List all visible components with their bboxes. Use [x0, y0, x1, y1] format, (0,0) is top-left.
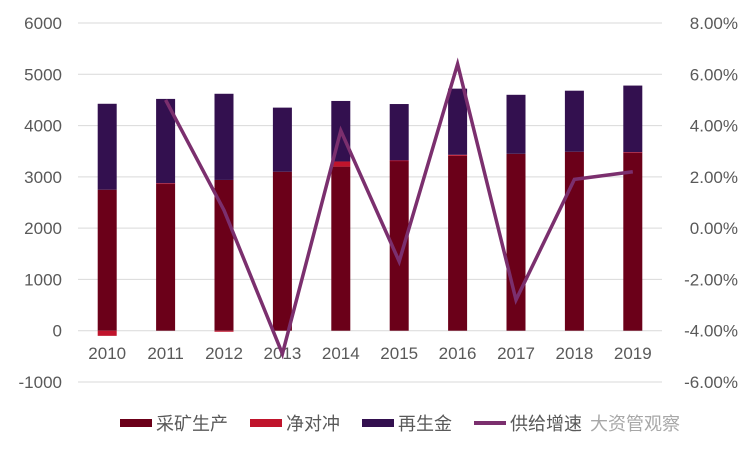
y-tick-label: 2000 — [24, 219, 62, 238]
legend-item-growth: 供给增速 — [474, 410, 582, 436]
bar-2011 — [156, 183, 176, 331]
bar-2013 — [272, 107, 292, 172]
bar-2012 — [214, 330, 234, 332]
y2-tick-label: -6.00% — [684, 373, 738, 392]
legend-swatch — [120, 419, 152, 427]
bar-2010 — [97, 103, 117, 190]
bar-2014 — [331, 161, 351, 167]
x-tick-label: 2019 — [614, 344, 652, 363]
y-tick-label: 0 — [53, 322, 62, 341]
bar-2015 — [389, 104, 409, 161]
y-tick-label: 6000 — [24, 14, 62, 33]
x-tick-label: 2014 — [322, 344, 360, 363]
legend-item-mining: 采矿生产 — [120, 410, 228, 436]
legend-label: 供给增速 — [510, 414, 582, 435]
bar-2015 — [389, 160, 409, 162]
bar-2010 — [97, 189, 117, 331]
bar-2019 — [623, 85, 643, 153]
y2-tick-label: 4.00% — [690, 117, 738, 136]
legend: 采矿生产 净对冲 再生金 供给增速 — [120, 410, 582, 436]
legend-label: 采矿生产 — [156, 414, 228, 435]
bar-2016 — [448, 155, 468, 331]
bar-2010 — [97, 330, 117, 336]
y2-tick-label: 2.00% — [690, 168, 738, 187]
x-tick-label: 2016 — [439, 344, 477, 363]
bar-2017 — [506, 94, 526, 154]
y2-tick-label: -2.00% — [684, 270, 738, 289]
bar-2016 — [448, 154, 468, 156]
y-tick-label: 4000 — [24, 117, 62, 136]
bar-2011 — [156, 183, 176, 185]
legend-label: 再生金 — [398, 414, 452, 435]
bar-2013 — [272, 171, 292, 331]
combo-chart: 6000 5000 4000 3000 2000 1000 0 -1000 8.00% 6.00%… — [19, 14, 738, 392]
y2-tick-label: 8.00% — [690, 14, 738, 33]
x-tick-label: 2015 — [380, 344, 418, 363]
y2-tick-label: 6.00% — [690, 65, 738, 84]
legend-swatch — [250, 419, 282, 427]
bar-2016 — [448, 88, 468, 155]
watermark: 大资管观察 — [590, 414, 680, 435]
x-tick-label: 2017 — [497, 344, 535, 363]
legend-swatch — [362, 419, 394, 427]
bar-2017 — [506, 153, 526, 331]
y-tick-label: -1000 — [19, 373, 62, 392]
bar-2019 — [623, 152, 643, 154]
bar-2012 — [214, 93, 234, 180]
y-tick-label: 1000 — [24, 270, 62, 289]
legend-item-hedging: 净对冲 — [250, 410, 340, 436]
y2-tick-label: -4.00% — [684, 322, 738, 341]
legend-swatch — [474, 421, 506, 425]
y2-tick-label: 0.00% — [690, 219, 738, 238]
bar-2012 — [214, 179, 234, 331]
x-tick-label: 2018 — [555, 344, 593, 363]
bar-2019 — [623, 152, 643, 331]
bar-2014 — [331, 166, 351, 331]
bar-2015 — [389, 160, 409, 331]
x-tick-label: 2011 — [147, 344, 184, 363]
bar-2018 — [564, 90, 584, 152]
y-tick-label: 5000 — [24, 65, 62, 84]
y-tick-label: 3000 — [24, 168, 62, 187]
x-tick-label: 2012 — [205, 344, 243, 363]
legend-item-recycled: 再生金 — [362, 410, 452, 436]
legend-label: 净对冲 — [286, 414, 340, 435]
bar-2011 — [156, 98, 176, 184]
x-tick-label: 2010 — [88, 344, 126, 363]
bar-2018 — [564, 151, 584, 331]
